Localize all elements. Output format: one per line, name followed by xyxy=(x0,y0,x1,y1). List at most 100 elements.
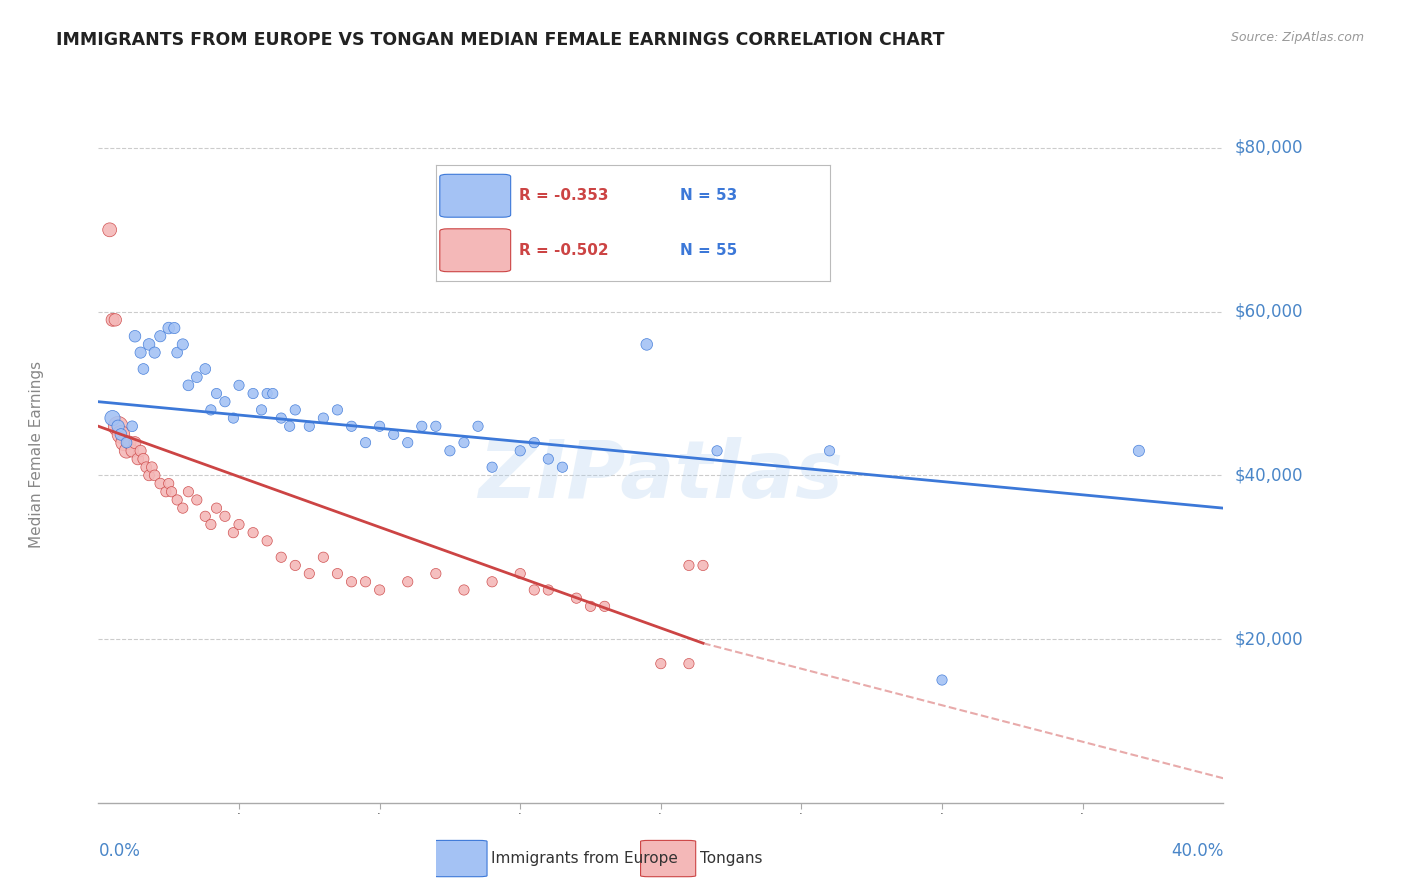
Point xyxy=(172,337,194,351)
Text: Median Female Earnings: Median Female Earnings xyxy=(30,361,44,549)
Point xyxy=(124,435,146,450)
Text: Tongans: Tongans xyxy=(700,851,762,866)
Point xyxy=(242,386,264,401)
Point xyxy=(132,362,155,376)
Text: $40,000: $40,000 xyxy=(1234,467,1303,484)
Point xyxy=(205,501,228,516)
Text: Source: ZipAtlas.com: Source: ZipAtlas.com xyxy=(1230,31,1364,45)
Point xyxy=(453,582,475,597)
FancyBboxPatch shape xyxy=(641,840,696,877)
Point xyxy=(565,591,588,606)
Point xyxy=(678,657,700,671)
Point xyxy=(382,427,405,442)
Point xyxy=(104,313,127,327)
Point xyxy=(129,345,152,359)
Point xyxy=(326,566,349,581)
Point xyxy=(340,419,363,434)
Point xyxy=(354,574,377,589)
Point xyxy=(678,558,700,573)
Text: R = -0.502: R = -0.502 xyxy=(519,243,609,258)
Point xyxy=(124,329,146,343)
Point xyxy=(439,443,461,458)
Point xyxy=(368,419,391,434)
Point xyxy=(284,558,307,573)
Text: $80,000: $80,000 xyxy=(1234,139,1303,157)
Text: IMMIGRANTS FROM EUROPE VS TONGAN MEDIAN FEMALE EARNINGS CORRELATION CHART: IMMIGRANTS FROM EUROPE VS TONGAN MEDIAN … xyxy=(56,31,945,49)
Point xyxy=(155,484,177,499)
Point xyxy=(326,403,349,417)
Point xyxy=(172,501,194,516)
Point xyxy=(1128,443,1150,458)
Point xyxy=(222,411,245,425)
Point xyxy=(411,419,433,434)
Point xyxy=(200,403,222,417)
Point xyxy=(228,517,250,532)
Point xyxy=(166,345,188,359)
Text: R = -0.353: R = -0.353 xyxy=(519,188,607,203)
Point xyxy=(537,452,560,467)
Point xyxy=(112,435,135,450)
Point xyxy=(101,411,124,425)
Point xyxy=(931,673,953,687)
Point xyxy=(523,435,546,450)
Text: 0.0%: 0.0% xyxy=(98,842,141,860)
Point xyxy=(340,574,363,589)
Point xyxy=(135,460,157,475)
Point xyxy=(214,509,236,524)
Point xyxy=(214,394,236,409)
Point xyxy=(138,468,160,483)
Point xyxy=(157,321,180,335)
Point xyxy=(354,435,377,450)
Point xyxy=(115,435,138,450)
Point xyxy=(107,419,129,434)
Point xyxy=(509,443,531,458)
Point xyxy=(396,435,419,450)
Point xyxy=(205,386,228,401)
Point xyxy=(256,533,278,548)
Point xyxy=(194,509,217,524)
Point xyxy=(270,550,292,565)
Point xyxy=(284,403,307,417)
FancyBboxPatch shape xyxy=(432,840,486,877)
Text: ZIPatlas: ZIPatlas xyxy=(478,437,844,515)
Point xyxy=(200,517,222,532)
FancyBboxPatch shape xyxy=(440,229,510,272)
Point xyxy=(242,525,264,540)
Point xyxy=(132,452,155,467)
Point xyxy=(160,484,183,499)
Point xyxy=(467,419,489,434)
Point xyxy=(157,476,180,491)
Point xyxy=(177,484,200,499)
Point xyxy=(138,337,160,351)
Point xyxy=(250,403,273,417)
Point xyxy=(312,550,335,565)
Point xyxy=(298,419,321,434)
Point xyxy=(118,435,141,450)
Point xyxy=(481,460,503,475)
Point xyxy=(537,582,560,597)
Point xyxy=(425,566,447,581)
Point xyxy=(481,574,503,589)
Point xyxy=(110,427,132,442)
Point xyxy=(650,657,672,671)
Point xyxy=(509,566,531,581)
Text: 40.0%: 40.0% xyxy=(1171,842,1223,860)
Point xyxy=(143,345,166,359)
Point xyxy=(107,419,129,434)
Point xyxy=(194,362,217,376)
Point xyxy=(523,582,546,597)
Point xyxy=(98,223,121,237)
Point xyxy=(163,321,186,335)
Point xyxy=(177,378,200,392)
Point xyxy=(121,419,143,434)
Point xyxy=(396,574,419,589)
Text: $20,000: $20,000 xyxy=(1234,630,1303,648)
Point xyxy=(256,386,278,401)
Point xyxy=(149,476,172,491)
Point xyxy=(692,558,714,573)
Point xyxy=(110,427,132,442)
Point xyxy=(551,460,574,475)
Point xyxy=(278,419,301,434)
Point xyxy=(186,370,208,384)
Point xyxy=(166,492,188,507)
